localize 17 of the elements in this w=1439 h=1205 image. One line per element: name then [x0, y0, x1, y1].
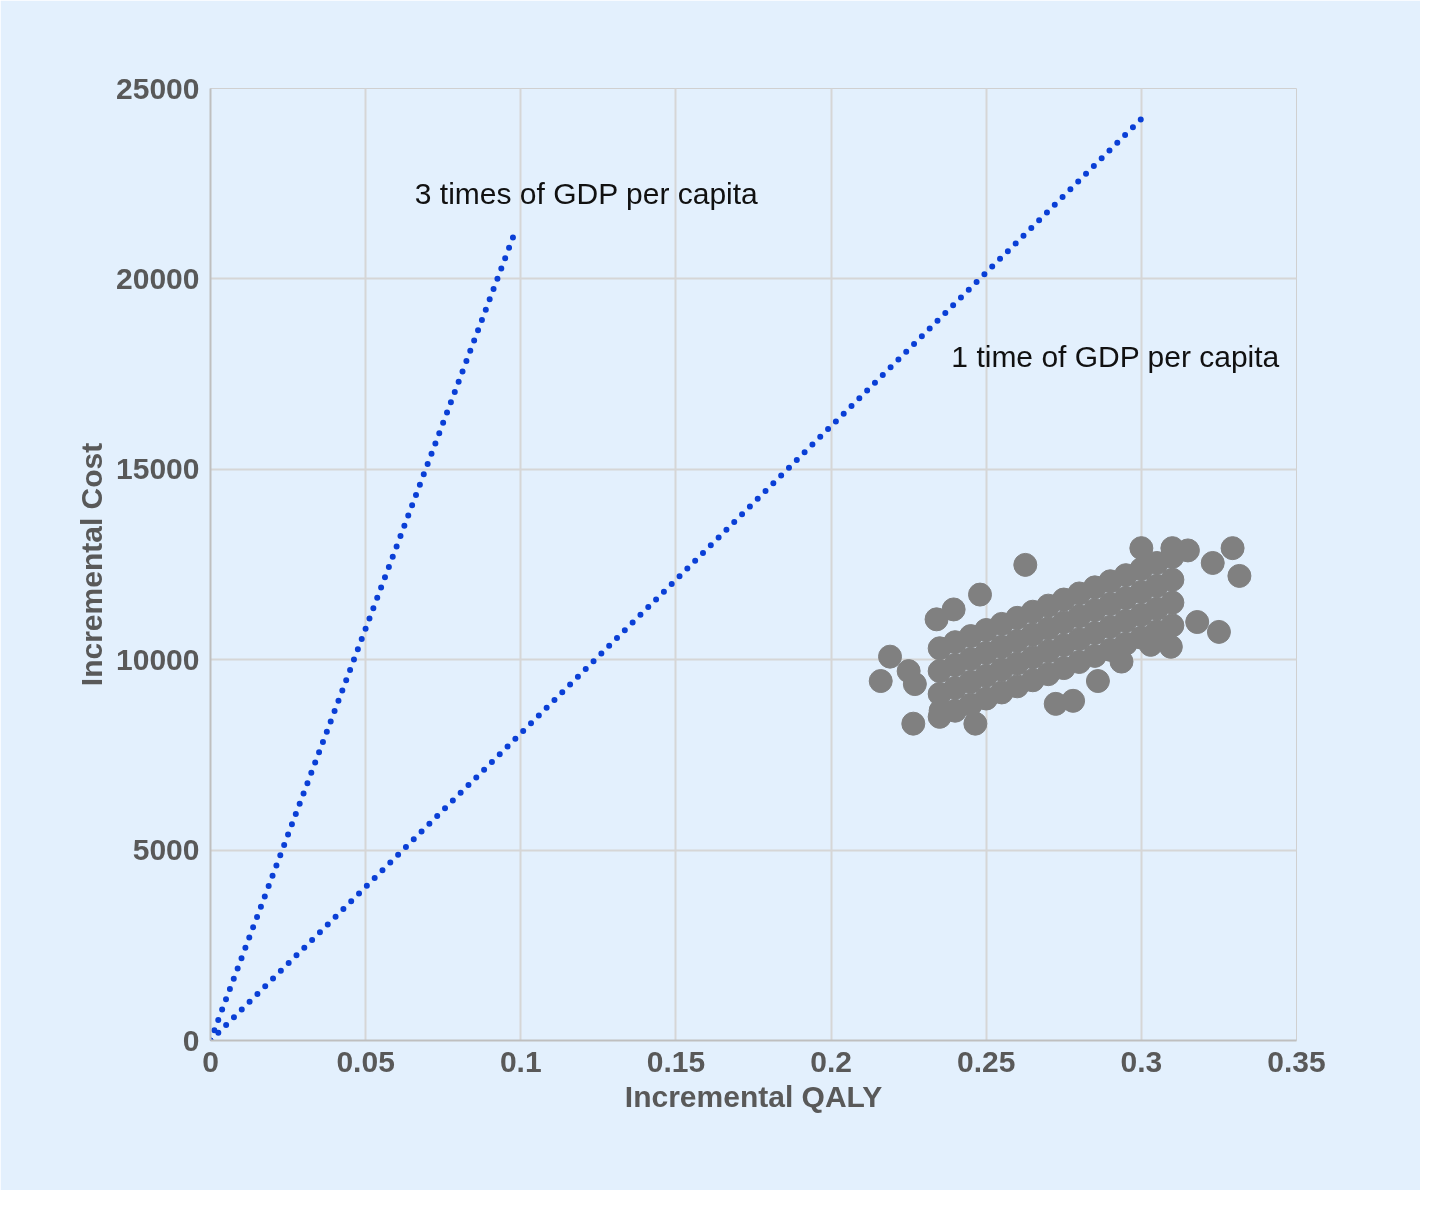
- x-tick-label: 0.25: [957, 1044, 1016, 1078]
- y-tick-label: 5000: [132, 833, 200, 867]
- y-tick-label: 10000: [116, 642, 200, 676]
- x-tick-label: 0.35: [1267, 1044, 1326, 1078]
- annotation: 3 times of GDP per capita: [414, 176, 759, 210]
- x-tick-label: 0.05: [336, 1044, 395, 1078]
- x-axis-title: Incremental QALY: [624, 1079, 883, 1113]
- x-tick-label: 0.3: [1120, 1044, 1163, 1078]
- annotation: 1 time of GDP per capita: [951, 340, 1280, 374]
- y-tick-label: 15000: [116, 452, 200, 486]
- y-tick-label: 25000: [116, 71, 200, 105]
- x-tick-label: 0.1: [499, 1044, 542, 1078]
- y-tick-label: 20000: [116, 261, 200, 295]
- x-tick-label: 0.2: [810, 1044, 852, 1078]
- y-tick-label: 0: [182, 1023, 200, 1057]
- x-tick-label: 0.15: [646, 1044, 706, 1078]
- y-axis-title: Incremental Cost: [75, 442, 109, 687]
